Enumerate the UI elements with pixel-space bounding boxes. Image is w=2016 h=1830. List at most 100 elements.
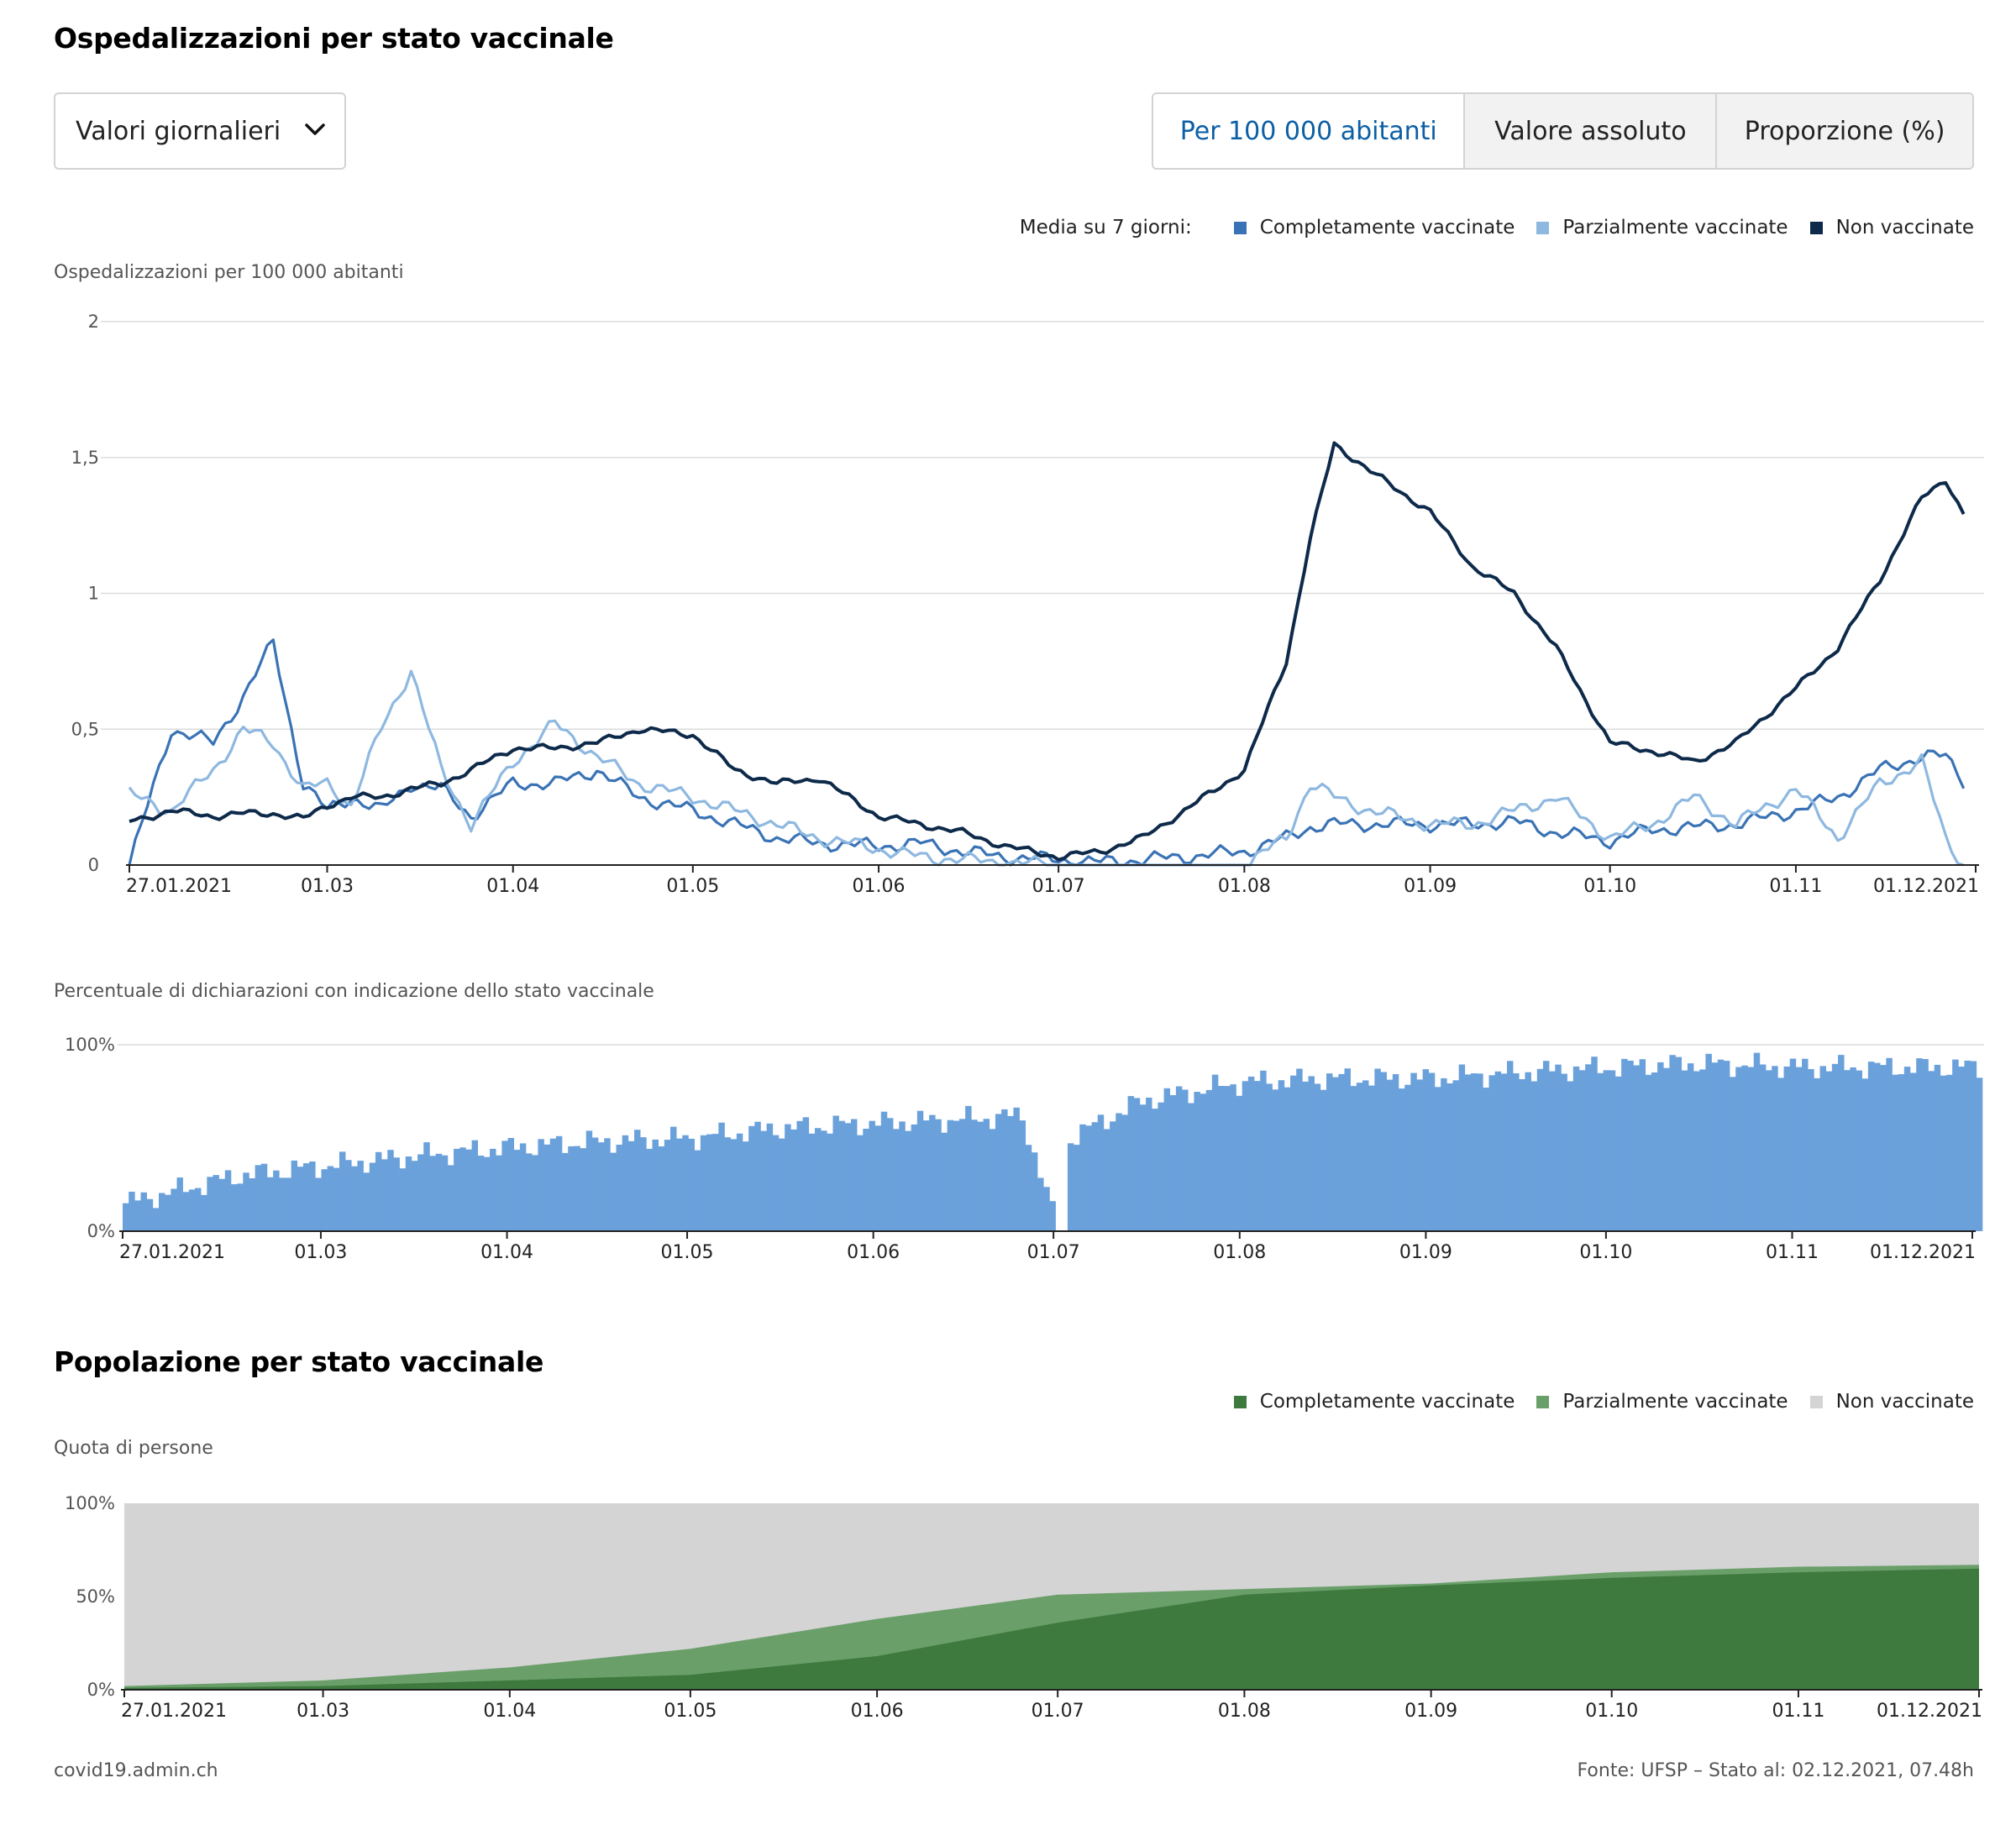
coverage-bar: [1266, 1083, 1273, 1231]
legend-swatch: [1536, 1395, 1550, 1408]
legend-label: Non vaccinate: [1835, 1391, 1974, 1413]
coverage-bar: [1850, 1067, 1856, 1231]
coverage-bar: [1970, 1061, 1977, 1231]
coverage-bar: [922, 1120, 930, 1231]
coverage-bar: [1506, 1061, 1514, 1231]
toggle-absolute[interactable]: Valore assoluto: [1463, 94, 1716, 168]
coverage-bar: [1362, 1080, 1369, 1231]
x-tick-label: 01.07: [1027, 1242, 1080, 1263]
coverage-bar: [1614, 1076, 1622, 1231]
coverage-bar: [441, 1155, 449, 1231]
coverage-bar: [772, 1135, 780, 1231]
coverage-bar: [369, 1162, 376, 1231]
coverage-bar: [790, 1129, 797, 1231]
coverage-bar: [1470, 1073, 1478, 1231]
toggle-proportion[interactable]: Proporzione (%): [1715, 94, 1972, 168]
coverage-bar: [1802, 1058, 1809, 1231]
coverage-bar: [1952, 1059, 1959, 1231]
coverage-bar: [1278, 1080, 1285, 1231]
coverage-bar: [1777, 1078, 1784, 1231]
coverage-bar: [549, 1138, 557, 1231]
coverage-bar: [321, 1169, 328, 1231]
coverage-bar: [1681, 1070, 1688, 1231]
coverage-bar: [676, 1138, 683, 1231]
coverage-bar: [1789, 1058, 1797, 1231]
legend-label: Non vaccinate: [1835, 217, 1974, 239]
coverage-bar: [471, 1140, 479, 1231]
x-tick-label: 01.03: [294, 1242, 347, 1263]
coverage-bar: [929, 1114, 936, 1231]
legend-item-partially[interactable]: Parzialmente vaccinate: [1536, 217, 1788, 239]
coverage-bar: [1663, 1067, 1670, 1231]
x-tick-label: 01.10: [1583, 876, 1636, 897]
coverage-bar: [634, 1130, 641, 1231]
coverage-bar: [724, 1137, 731, 1231]
period-dropdown[interactable]: Valori giornalieri: [54, 92, 346, 170]
coverage-bar: [507, 1138, 515, 1231]
coverage-bar: [941, 1132, 948, 1231]
x-tick-label: 01.12.2021: [1877, 1701, 1982, 1722]
coverage-bar: [519, 1143, 527, 1231]
coverage-bar: [706, 1134, 713, 1231]
coverage-bar: [785, 1124, 791, 1231]
coverage-bar: [182, 1192, 190, 1231]
coverage-bar: [158, 1193, 165, 1231]
coverage-bar: [622, 1135, 629, 1231]
coverage-bar: [291, 1160, 298, 1231]
legend-swatch: [1536, 221, 1550, 234]
coverage-bar: [375, 1151, 382, 1231]
coverage-bar: [1158, 1102, 1164, 1231]
coverage-bar: [435, 1153, 443, 1231]
coverage-bar: [1946, 1074, 1953, 1231]
coverage-bar: [1494, 1071, 1502, 1231]
coverage-bar: [935, 1119, 942, 1231]
coverage-bar: [1446, 1083, 1453, 1231]
legend-item-unvaccinated[interactable]: Non vaccinate: [1809, 1391, 1974, 1413]
coverage-bar: [1019, 1120, 1026, 1231]
coverage-bar: [538, 1139, 544, 1231]
coverage-bar: [754, 1121, 761, 1231]
coverage-bar: [1603, 1070, 1610, 1231]
coverage-bar: [694, 1150, 701, 1231]
coverage-bar: [1825, 1071, 1833, 1231]
y-tick-label: 0%: [87, 1680, 115, 1700]
coverage-bar: [1687, 1063, 1694, 1231]
coverage-bar: [363, 1172, 370, 1231]
legend-item-unvaccinated[interactable]: Non vaccinate: [1809, 217, 1974, 239]
coverage-bar: [1645, 1074, 1652, 1231]
x-tick-label: 01.09: [1404, 1701, 1457, 1722]
coverage-bar: [995, 1114, 1002, 1231]
dropdown-value: Valori giornalieri: [76, 116, 281, 146]
coverage-bar: [821, 1130, 827, 1231]
coverage-bar: [1958, 1067, 1965, 1231]
coverage-bar: [1320, 1089, 1327, 1231]
coverage-bar: [814, 1128, 822, 1231]
coverage-bar: [1037, 1177, 1044, 1231]
coverage-bar: [1705, 1053, 1712, 1231]
legend-label: Parzialmente vaccinate: [1562, 1391, 1788, 1413]
coverage-bar: [1880, 1065, 1887, 1231]
legend-item-fully[interactable]: Completamente vaccinate: [1233, 217, 1515, 239]
coverage-bar: [947, 1119, 954, 1231]
legend-item-partially[interactable]: Parzialmente vaccinate: [1536, 1391, 1788, 1413]
coverage-bar: [501, 1140, 508, 1231]
coverage-bar: [1007, 1115, 1014, 1231]
coverage-bar: [640, 1137, 647, 1231]
coverage-bar: [393, 1157, 400, 1231]
coverage-bar: [1296, 1068, 1303, 1231]
coverage-bar: [1200, 1093, 1207, 1231]
coverage-bar: [1152, 1109, 1158, 1231]
coverage-bar: [1380, 1072, 1387, 1231]
x-tick-label: 01.07: [1032, 1701, 1084, 1722]
legend-item-fully[interactable]: Completamente vaccinate: [1233, 1391, 1515, 1413]
population-title: Popolazione per stato vaccinale: [54, 1345, 544, 1378]
legend-label: Parzialmente vaccinate: [1562, 217, 1788, 239]
toggle-per-100000[interactable]: Per 100 000 abitanti: [1153, 94, 1464, 168]
coverage-bar: [1230, 1084, 1236, 1231]
coverage-bar: [1146, 1098, 1152, 1231]
coverage-bar: [1910, 1072, 1917, 1231]
coverage-bar: [838, 1120, 846, 1231]
y-tick-label: 0%: [87, 1221, 115, 1241]
unit-toggle[interactable]: Per 100 000 abitanti Valore assoluto Pro…: [1152, 92, 1974, 170]
coverage-bar: [1922, 1059, 1929, 1231]
